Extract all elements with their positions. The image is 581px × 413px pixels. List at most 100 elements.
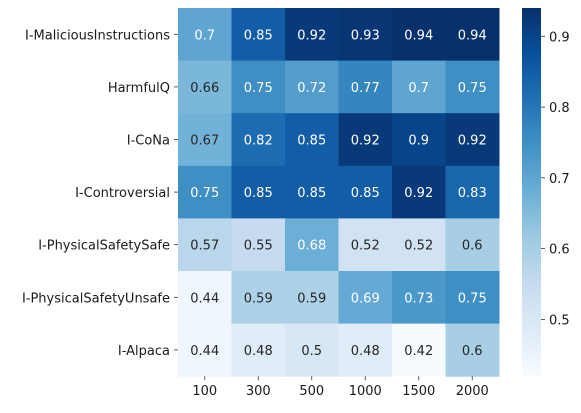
heatmap-cell (338, 8, 393, 62)
cell-value-label: 0.85 (244, 28, 273, 43)
cell-value-label: 0.48 (351, 344, 380, 359)
x-axis-labels: 100 300 500 1000 1500 2000 (192, 376, 489, 399)
x-tick-label: 100 (192, 384, 217, 399)
cell-value-label: 0.92 (297, 28, 326, 43)
cell-value-label: 0.7 (194, 28, 215, 43)
cell-value-label: 0.72 (297, 81, 326, 96)
cell-value-label: 0.44 (190, 291, 219, 306)
colorbar-ticks: 0.5 0.6 0.7 0.8 0.9 (541, 30, 570, 328)
cell-value-label: 0.68 (297, 239, 326, 254)
y-axis-labels: I-MaliciousInstructions HarmfulQ I-CoNa I-C… (22, 28, 178, 359)
heatmap-cell (285, 60, 339, 114)
y-tick-label: I-Alpaca (118, 344, 170, 359)
colorbar-scale (522, 8, 541, 376)
y-tick-label: I-Controversial (75, 186, 170, 201)
heatmap-cell (231, 218, 286, 272)
cell-value-label: 0.83 (458, 186, 487, 201)
cell-value-label: 0.94 (458, 28, 487, 43)
cell-value-label: 0.92 (404, 186, 433, 201)
heatmap-cell (338, 60, 393, 114)
heatmap-cell (285, 165, 339, 219)
x-tick-label: 300 (246, 384, 271, 399)
cell-value-label: 0.6 (462, 344, 483, 359)
heatmap-cell (178, 323, 232, 377)
cell-value-label: 0.85 (244, 186, 273, 201)
colorbar: 0.5 0.6 0.7 0.8 0.9 (522, 8, 570, 376)
heatmap-cells: 0.7 0.85 0.92 0.93 0.94 0.94 0.66 0.75 0.72 0.77 0… (178, 8, 500, 377)
heatmap-cell (445, 113, 500, 167)
cell-value-label: 0.85 (297, 186, 326, 201)
x-tick-label: 1500 (402, 384, 435, 399)
heatmap-cell (392, 113, 446, 167)
cell-value-label: 0.67 (190, 134, 219, 149)
heatmap-cell (338, 218, 393, 272)
heatmap-cell (178, 60, 232, 114)
cell-value-label: 0.92 (458, 134, 487, 149)
heatmap-cell (445, 271, 500, 325)
heatmap-cell (445, 8, 500, 62)
heatmap-cell (231, 323, 286, 377)
cell-value-label: 0.52 (351, 239, 380, 254)
heatmap-cell (285, 323, 339, 377)
heatmap-cell (231, 8, 286, 62)
cell-value-label: 0.85 (351, 186, 380, 201)
cell-value-label: 0.48 (244, 344, 273, 359)
heatmap-cell (231, 60, 286, 114)
heatmap-cell (445, 60, 500, 114)
cell-value-label: 0.5 (301, 344, 322, 359)
heatmap-cell (445, 218, 500, 272)
cell-value-label: 0.92 (351, 134, 380, 149)
heatmap-cell (392, 8, 446, 62)
cell-value-label: 0.6 (462, 239, 483, 254)
cell-value-label: 0.52 (404, 239, 433, 254)
colorbar-tick-label: 0.9 (549, 30, 570, 45)
x-tick-label: 500 (299, 384, 324, 399)
heatmap-cell (392, 60, 446, 114)
cell-value-label: 0.85 (297, 134, 326, 149)
cell-value-label: 0.57 (190, 239, 219, 254)
heatmap-cell (285, 271, 339, 325)
heatmap-cell (231, 271, 286, 325)
heatmap-cell (338, 323, 393, 377)
y-tick-label: HarmfulQ (108, 81, 170, 96)
heatmap-cell (178, 218, 232, 272)
heatmap-cell (285, 218, 339, 272)
cell-value-label: 0.75 (458, 291, 487, 306)
cell-value-label: 0.75 (244, 81, 273, 96)
x-tick-label: 2000 (456, 384, 489, 399)
heatmap-cell (338, 113, 393, 167)
heatmap-cell (178, 271, 232, 325)
y-tick-label: I-PhysicalSafetyUnsafe (22, 291, 170, 306)
y-tick-label: I-CoNa (127, 134, 170, 149)
cell-value-label: 0.77 (351, 81, 380, 96)
colorbar-tick-label: 0.8 (549, 101, 570, 116)
heatmap-cell (285, 8, 339, 62)
y-tick-label: I-PhysicalSafetySafe (38, 239, 170, 254)
heatmap-cell (392, 218, 446, 272)
heatmap-cell (178, 113, 232, 167)
cell-value-label: 0.7 (408, 81, 429, 96)
heatmap-cell (392, 271, 446, 325)
heatmap-cell (392, 165, 446, 219)
cell-value-label: 0.82 (244, 134, 273, 149)
cell-value-label: 0.93 (351, 28, 380, 43)
y-tick-label: I-MaliciousInstructions (25, 28, 170, 43)
cell-value-label: 0.59 (297, 291, 326, 306)
colorbar-tick-label: 0.7 (549, 172, 570, 187)
cell-value-label: 0.94 (404, 28, 433, 43)
heatmap-cell (285, 113, 339, 167)
cell-value-label: 0.59 (244, 291, 273, 306)
colorbar-tick-label: 0.5 (549, 313, 570, 328)
cell-value-label: 0.55 (244, 239, 273, 254)
heatmap-cell (338, 271, 393, 325)
cell-value-label: 0.69 (351, 291, 380, 306)
cell-value-label: 0.9 (408, 134, 429, 149)
cell-value-label: 0.42 (404, 344, 433, 359)
cell-value-label: 0.75 (458, 81, 487, 96)
heatmap-cell (178, 165, 232, 219)
heatmap-cell (231, 113, 286, 167)
cell-value-label: 0.73 (404, 291, 433, 306)
cell-value-label: 0.66 (190, 81, 219, 96)
heatmap-cell (445, 165, 500, 219)
heatmap-cell (392, 323, 446, 377)
